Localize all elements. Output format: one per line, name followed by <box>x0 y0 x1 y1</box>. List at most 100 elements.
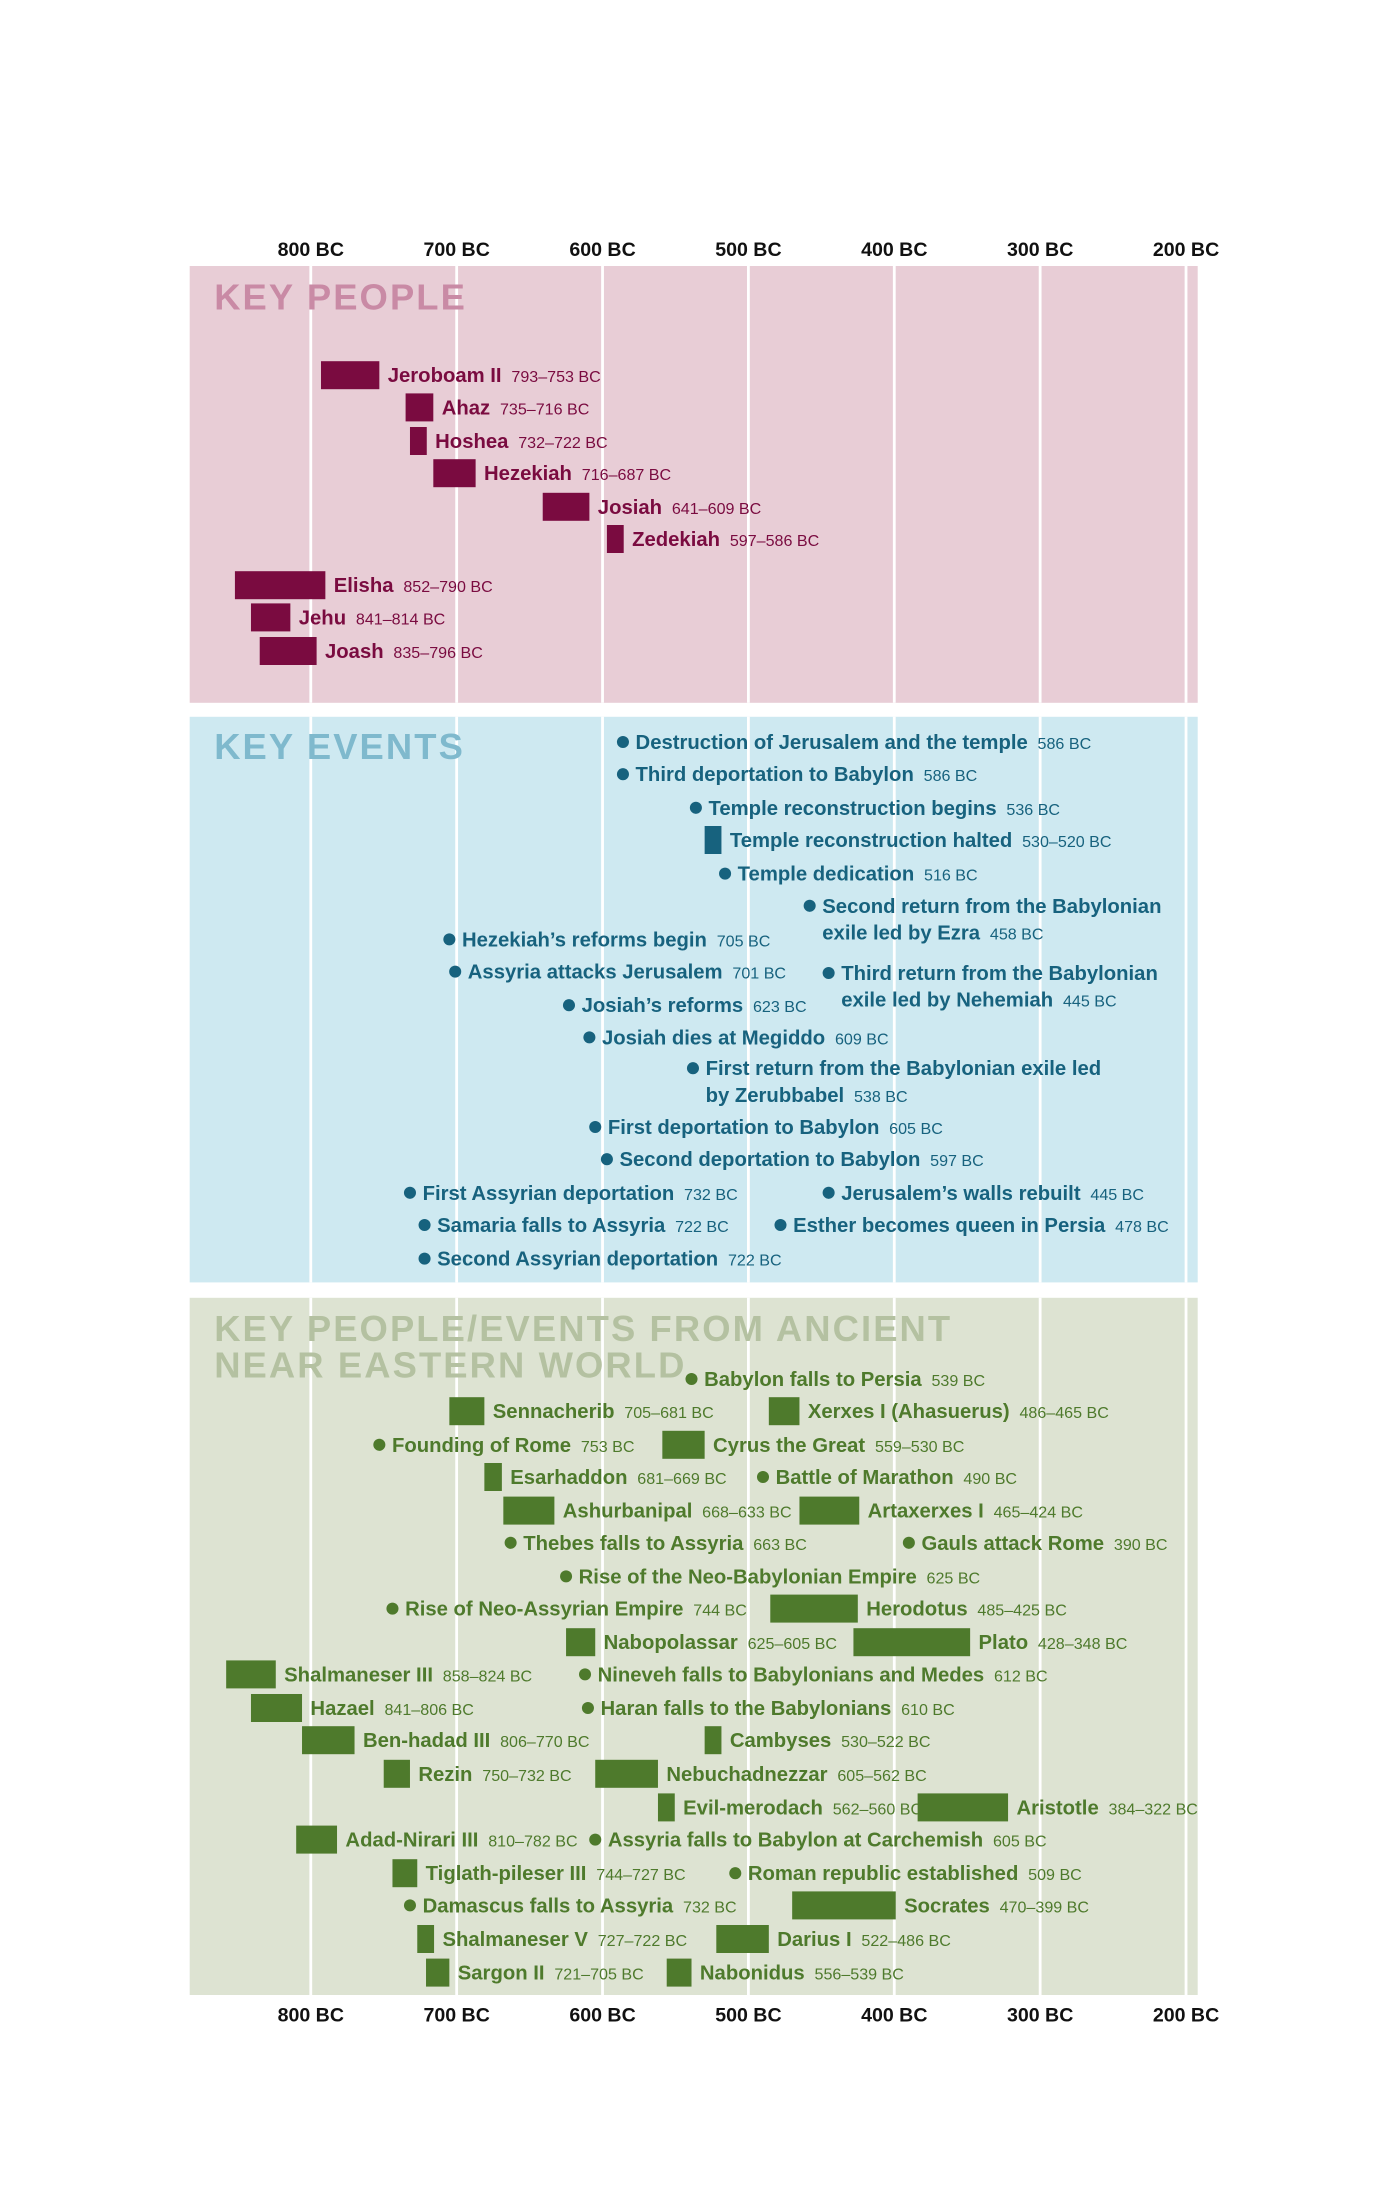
item-label: Hoshea 732–722 BC <box>435 431 607 453</box>
item-name: Rise of Neo-Assyrian Empire <box>405 1599 683 1621</box>
item-dates: 732 BC <box>684 1186 738 1204</box>
item-label: Tiglath-pileser III 744–727 BC <box>426 1863 686 1885</box>
item-name: Destruction of Jerusalem and the temple <box>636 732 1028 754</box>
item-name: Josiah dies at Megiddo <box>602 1027 825 1049</box>
event-dot <box>581 1701 594 1715</box>
bar <box>383 1759 410 1788</box>
item-dates: 852–790 BC <box>403 578 492 596</box>
event-dot <box>616 735 629 749</box>
item-dates: 625–605 BC <box>748 1635 837 1653</box>
item-label: Xerxes I (Ahasuerus) 486–465 BC <box>808 1401 1109 1423</box>
event-dot <box>373 1438 386 1451</box>
item-label: Jehu 841–814 BC <box>299 607 446 629</box>
item-label: Ahaz 735–716 BC <box>442 397 590 419</box>
bar <box>320 361 380 390</box>
item-name: Second Assyrian deportation <box>437 1249 718 1271</box>
item-dates: 705–681 BC <box>624 1404 713 1422</box>
x-tick-label: 400 BC <box>861 239 927 261</box>
bar <box>799 1496 860 1525</box>
bar <box>484 1462 502 1491</box>
event-dot <box>729 1867 742 1880</box>
item-dates: 586 BC <box>1038 735 1092 753</box>
item-label: Babylon falls to Persia 539 BC <box>704 1369 985 1391</box>
item-name: exile led by Ezra <box>822 922 981 944</box>
item-dates: 744 BC <box>693 1602 747 1620</box>
item-dates: 530–522 BC <box>841 1733 930 1751</box>
event-dot <box>504 1536 517 1549</box>
item-label: Thebes falls to Assyria 663 BC <box>523 1533 807 1555</box>
item-name: Battle of Marathon <box>776 1467 954 1489</box>
event-dot <box>589 1120 602 1134</box>
item-label: Nabopolassar 625–605 BC <box>604 1632 837 1654</box>
bar <box>405 393 434 422</box>
item-dates: 530–520 BC <box>1022 833 1111 851</box>
bar <box>503 1496 555 1525</box>
item-dates: 681–669 BC <box>637 1470 726 1488</box>
item-label: Elisha 852–790 BC <box>334 575 493 597</box>
item-dates: 562–560 BC <box>833 1800 922 1818</box>
item-dates: 465–424 BC <box>994 1504 1083 1522</box>
item-dates: 536 BC <box>1006 801 1060 819</box>
event-dot <box>583 1031 596 1044</box>
item-label: Gauls attack Rome 390 BC <box>921 1533 1167 1555</box>
item-label: Destruction of Jerusalem and the temple 5… <box>636 732 1092 754</box>
section-title: KEY PEOPLE/EVENTS FROM ANCIENT <box>214 1308 952 1349</box>
item-dates: 470–399 BC <box>1000 1898 1089 1916</box>
item-dates: 716–687 BC <box>582 466 671 484</box>
event-dot <box>822 1186 835 1199</box>
bar <box>250 603 291 632</box>
item-label: Esther becomes queen in Persia 478 BC <box>793 1215 1169 1237</box>
bar <box>449 1397 485 1426</box>
item-dates: 701 BC <box>732 965 786 983</box>
item-name: Roman republic established <box>748 1863 1018 1885</box>
item-name: Zedekiah <box>632 529 720 551</box>
item-name: Cyrus the Great <box>713 1435 865 1457</box>
item-label: Temple dedication 516 BC <box>738 864 978 886</box>
item-label: Shalmaneser V 727–722 BC <box>442 1929 687 1951</box>
event-dot <box>579 1668 592 1681</box>
item-label: Socrates 470–399 BC <box>904 1895 1089 1917</box>
item-label: Herodotus 485–425 BC <box>866 1599 1067 1621</box>
item-label: Second return from the Babylonian <box>822 896 1161 918</box>
event-dot <box>449 965 462 978</box>
item-label: Joash 835–796 BC <box>325 641 483 663</box>
event-dot <box>822 966 835 980</box>
item-dates: 722 BC <box>675 1218 729 1236</box>
item-dates: 793–753 BC <box>511 368 600 386</box>
item-dates: 668–633 BC <box>702 1504 791 1522</box>
item-name: Nebuchadnezzar <box>666 1764 827 1786</box>
item-name: Shalmaneser III <box>284 1664 433 1686</box>
item-label: Nineveh falls to Babylonians and Medes 61… <box>598 1664 1048 1686</box>
item-label: Adad-Nirari III 810–782 BC <box>345 1830 577 1852</box>
item-dates: 556–539 BC <box>815 1966 904 1984</box>
item-label: Damascus falls to Assyria 732 BC <box>423 1895 737 1917</box>
item-dates: 722 BC <box>728 1252 782 1270</box>
item-label: Temple reconstruction begins 536 BC <box>708 798 1060 820</box>
item-dates: 559–530 BC <box>875 1438 964 1456</box>
event-dot <box>686 1062 699 1075</box>
item-name: First deportation to Babylon <box>608 1117 880 1139</box>
item-label: Cambyses 530–522 BC <box>730 1730 931 1752</box>
section-title: KEY EVENTS <box>214 726 465 767</box>
bar <box>666 1958 692 1987</box>
item-dates: 705 BC <box>717 932 771 950</box>
item-label: exile led by Ezra 458 BC <box>822 922 1043 944</box>
bar <box>917 1793 1009 1822</box>
item-name: Rise of the Neo-Babylonian Empire <box>579 1566 917 1588</box>
item-label: Josiah dies at Megiddo 609 BC <box>602 1027 889 1049</box>
item-dates: 605–562 BC <box>837 1767 926 1785</box>
item-name: Evil-merodach <box>683 1797 823 1819</box>
item-dates: 522–486 BC <box>861 1932 950 1950</box>
item-name: Damascus falls to Assyria <box>423 1895 674 1917</box>
item-label: First return from the Babylonian exile l… <box>706 1058 1102 1080</box>
item-label: Rezin 750–732 BC <box>418 1764 571 1786</box>
item-dates: 490 BC <box>963 1470 1017 1488</box>
bar <box>250 1693 303 1722</box>
item-dates: 597–586 BC <box>730 532 819 550</box>
item-name: Ahaz <box>442 397 490 419</box>
event-dot <box>803 899 816 912</box>
item-name: Jehu <box>299 607 346 629</box>
item-dates: 744–727 BC <box>596 1866 685 1884</box>
item-label: Josiah 641–609 BC <box>598 497 761 519</box>
item-label: Temple reconstruction halted 530–520 BC <box>730 830 1112 852</box>
